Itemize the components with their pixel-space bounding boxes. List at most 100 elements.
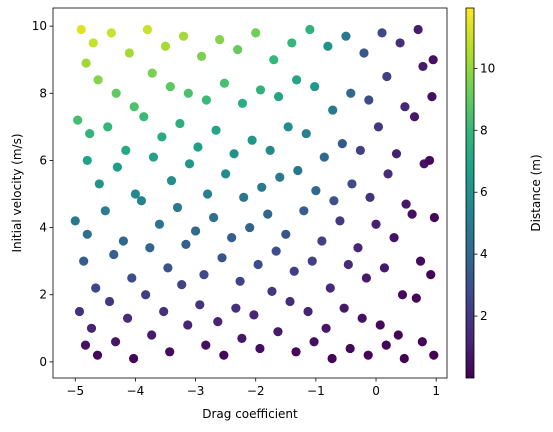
scatter-point — [139, 112, 149, 122]
scatter-point — [93, 75, 103, 85]
scatter-point — [411, 293, 421, 303]
scatter-point — [251, 28, 261, 38]
scatter-point — [201, 340, 211, 350]
scatter-point — [317, 236, 327, 246]
scatter-point — [147, 330, 157, 340]
scatter-point — [400, 102, 410, 112]
scatter-point — [375, 320, 385, 330]
scatter-point — [357, 313, 367, 323]
scatter-point — [219, 78, 230, 88]
colorbar-tick-label: 4 — [480, 247, 488, 261]
scatter-point — [427, 92, 437, 102]
scatter-point — [157, 132, 167, 142]
x-tick-label: −3 — [187, 384, 205, 398]
scatter-point — [247, 135, 257, 145]
scatter-point — [391, 149, 402, 159]
scatter-point — [217, 253, 227, 263]
scatter-point — [429, 350, 439, 360]
scatter-point — [175, 118, 185, 129]
scatter-point — [415, 256, 426, 266]
scatter-point — [209, 212, 219, 223]
scatter-point — [160, 41, 171, 51]
scatter-point — [165, 81, 175, 92]
scatter-point — [428, 55, 438, 65]
colorbar-tick-label: 10 — [480, 61, 495, 75]
scatter-point — [111, 88, 121, 98]
scatter-point — [309, 337, 319, 347]
scatter-point — [142, 24, 153, 35]
scatter-point — [305, 24, 315, 35]
scatter-point — [347, 179, 357, 189]
scatter-point — [257, 182, 267, 192]
scatter-point — [287, 38, 297, 48]
scatter-point — [129, 102, 139, 112]
scatter-point — [397, 290, 408, 300]
colorbar-tick-label: 2 — [480, 309, 488, 323]
scatter-point — [399, 353, 409, 364]
scatter-point — [401, 199, 411, 209]
scatter-point — [88, 38, 98, 48]
scatter-point — [103, 122, 113, 132]
x-axis-label: Drag coefficient — [202, 407, 298, 421]
x-tick-label: −1 — [307, 384, 325, 398]
scatter-point — [329, 196, 339, 206]
scatter-point — [154, 219, 165, 229]
scatter-point — [346, 88, 356, 98]
scatter-point — [92, 350, 103, 360]
scatter-point — [267, 286, 277, 296]
scatter-point — [335, 216, 345, 226]
scatter-point — [163, 263, 173, 273]
scatter-point — [201, 95, 211, 105]
scatter-point — [76, 24, 86, 35]
scatter-point — [237, 98, 248, 108]
scatter-point — [178, 31, 189, 41]
scatter-point — [195, 300, 205, 310]
scatter-point — [291, 347, 301, 357]
scatter-point — [85, 128, 95, 139]
y-tick-label: 4 — [39, 221, 47, 235]
x-tick-label: −5 — [66, 384, 84, 398]
plot-frame — [52, 7, 448, 379]
scatter-point — [193, 142, 203, 152]
scatter-point — [389, 233, 399, 243]
scatter-point — [339, 303, 349, 313]
scatter-point — [109, 249, 119, 260]
scatter-point — [82, 155, 92, 166]
scatter-point — [255, 343, 265, 354]
scatter-point — [112, 162, 122, 172]
y-tick-label: 8 — [39, 86, 47, 100]
scatter-point — [328, 105, 338, 115]
x-tick-label: 1 — [432, 384, 440, 398]
scatter-point — [80, 340, 91, 350]
scatter-point — [382, 71, 392, 82]
scatter-point — [409, 112, 420, 122]
y-tick-label: 2 — [39, 288, 47, 302]
scatter-point — [407, 209, 417, 219]
scatter-point — [227, 233, 237, 243]
scatter-point — [273, 92, 284, 102]
scatter-point — [285, 296, 295, 307]
x-tick-label: 0 — [372, 384, 380, 398]
scatter-point — [265, 145, 275, 155]
scatter-point — [196, 51, 207, 61]
scatter-point — [310, 81, 320, 92]
scatter-point — [255, 85, 266, 95]
scatter-point — [136, 196, 147, 206]
scatter-point — [121, 145, 131, 155]
scatter-point — [273, 327, 283, 337]
scatter-point — [424, 155, 435, 166]
scatter-point — [281, 229, 291, 239]
scatter-point — [104, 296, 115, 307]
scatter-point — [183, 88, 193, 98]
scatter-point — [263, 209, 273, 219]
scatter-point — [271, 246, 281, 256]
scatter-point — [393, 330, 403, 340]
scatter-point — [166, 175, 177, 186]
scatter-point — [165, 347, 175, 357]
colorbar-tick-label: 8 — [480, 123, 488, 137]
y-tick-label: 6 — [39, 153, 47, 167]
scatter-point — [292, 75, 302, 85]
scatter-point — [145, 243, 155, 253]
scatter-point — [94, 179, 104, 189]
scatter-point — [148, 152, 159, 162]
